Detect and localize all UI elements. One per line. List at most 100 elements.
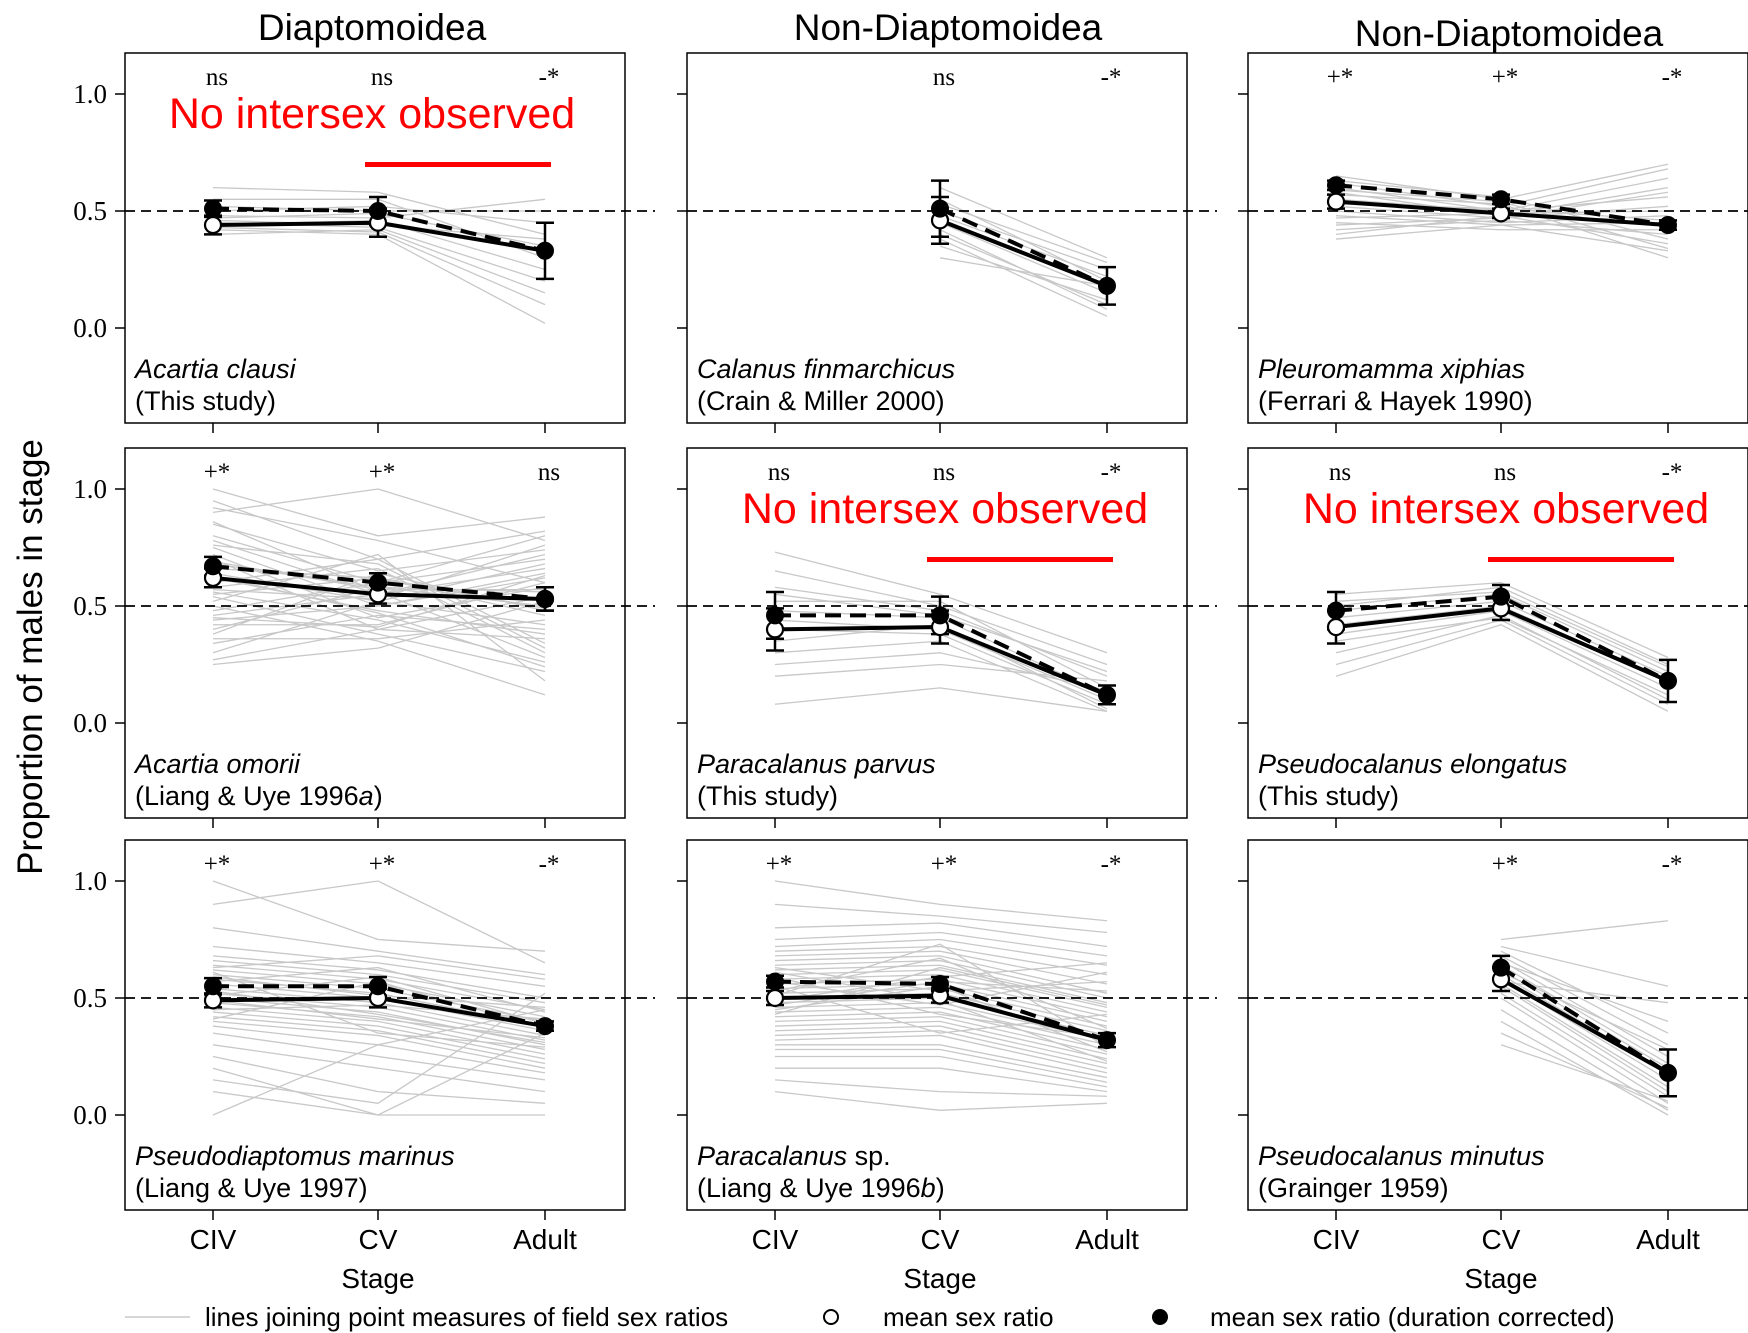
y-tick-label: 1.0 xyxy=(73,866,107,896)
reference-text: (Crain & Miller 2000) xyxy=(697,386,945,416)
x-tick-label: CIV xyxy=(752,1224,799,1255)
no-intersex-bar xyxy=(365,162,551,167)
field-line xyxy=(774,1079,1108,1097)
x-axis-title: Stage xyxy=(903,1263,976,1294)
field-line xyxy=(1335,224,1669,252)
reference-text: (This study) xyxy=(135,386,276,416)
significance-label: +* xyxy=(369,851,396,878)
corrected-point xyxy=(1492,958,1510,977)
field-line xyxy=(1500,964,1669,1065)
x-tick-label: Adult xyxy=(1075,1224,1139,1255)
field-line xyxy=(212,553,546,682)
field-line xyxy=(212,488,546,542)
panel-1: ns -* Calanus finmarchicus(Crain & Miller … xyxy=(677,52,1217,433)
species-name: Paracalanus sp. xyxy=(697,1141,891,1171)
field-line xyxy=(1335,617,1669,696)
field-line xyxy=(212,523,546,572)
field-line xyxy=(774,931,1108,957)
field-line xyxy=(774,945,1108,976)
reference-citation: (Crain & Miller 2000) xyxy=(697,386,945,416)
field-line xyxy=(1500,1009,1669,1111)
corrected-point xyxy=(931,974,949,993)
field-line xyxy=(774,1090,1108,1111)
x-tick-label: CV xyxy=(921,1224,960,1255)
corrected-point xyxy=(536,241,554,260)
significance-label: ns xyxy=(933,459,955,486)
field-line xyxy=(212,1055,546,1104)
corrected-point xyxy=(1659,1063,1677,1082)
corrected-point xyxy=(369,202,387,220)
significance-label: +* xyxy=(204,851,231,878)
significance-label: ns xyxy=(1494,459,1516,486)
field-line xyxy=(774,959,1108,999)
field-line xyxy=(212,880,546,952)
field-line xyxy=(774,1006,1108,1046)
y-axis-label: Proportion of males in stage xyxy=(11,439,50,875)
significance-label: ns xyxy=(371,64,393,91)
corrected-point xyxy=(931,199,949,218)
x-tick-label: CV xyxy=(1482,1224,1521,1255)
reference-text: (Liang & Uye 1996 xyxy=(697,1173,921,1203)
significance-label: -* xyxy=(539,64,560,91)
field-line xyxy=(774,964,1108,1004)
field-line xyxy=(939,238,1108,317)
species-name: Acartia omorii xyxy=(133,749,301,779)
y-tick-label: 0.0 xyxy=(73,313,107,343)
field-line xyxy=(212,999,546,1039)
species-italic: Acartia clausi xyxy=(133,354,297,384)
field-line xyxy=(774,687,1108,712)
field-line xyxy=(212,971,546,1048)
mean-point xyxy=(765,988,785,1008)
field-line xyxy=(774,973,1108,1013)
y-tick-label: 0.5 xyxy=(73,591,107,621)
significance-label: -* xyxy=(1662,851,1683,878)
significance-label: +* xyxy=(766,851,793,878)
field-line xyxy=(774,1025,1108,1065)
field-line xyxy=(774,551,1108,654)
corrected-point xyxy=(536,589,554,608)
field-line xyxy=(775,1044,1108,1079)
significance-label: ns xyxy=(1329,459,1351,486)
significance-label: +* xyxy=(204,459,231,486)
legend: lines joining point measures of field se… xyxy=(125,1302,1615,1332)
field-line xyxy=(774,1034,1108,1074)
field-line xyxy=(774,950,1108,985)
field-line xyxy=(1500,959,1669,1058)
panel-frame xyxy=(124,447,626,819)
field-line xyxy=(774,969,1108,1008)
y-tick-label: 1.0 xyxy=(73,474,107,504)
field-line xyxy=(212,1011,546,1060)
corrected-point xyxy=(1659,671,1677,690)
field-line xyxy=(774,922,1108,948)
corrected-point xyxy=(369,977,387,996)
reference-close: ) xyxy=(936,1173,945,1203)
legend-corrected-marker xyxy=(1152,1309,1168,1325)
reference-citation: (Liang & Uye 1997) xyxy=(135,1173,368,1203)
field-line xyxy=(212,186,546,236)
x-tick-label: CIV xyxy=(190,1224,237,1255)
field-line xyxy=(213,619,546,640)
field-line xyxy=(774,955,1108,994)
reference-text: (This study) xyxy=(697,781,838,811)
corrected-point xyxy=(766,972,784,991)
field-line xyxy=(212,992,546,1104)
corrected-point xyxy=(766,606,784,625)
column-title: Non-Diaptomoidea xyxy=(1355,13,1664,54)
corrected-point xyxy=(369,573,387,592)
field-line xyxy=(212,966,546,1013)
reference-text: (Liang & Uye 1997) xyxy=(135,1173,368,1203)
corrected-point xyxy=(1098,1031,1116,1050)
field-line xyxy=(1335,581,1669,659)
corrected-point xyxy=(1098,276,1116,295)
species-name: Paracalanus parvus xyxy=(697,749,936,779)
reference-citation: (Ferrari & Hayek 1990) xyxy=(1258,386,1533,416)
field-line xyxy=(774,880,1108,922)
species-suffix: sp. xyxy=(847,1141,891,1171)
legend-mean-marker xyxy=(823,1309,839,1325)
significance-label: -* xyxy=(1101,851,1122,878)
species-italic: Pseudocalanus elongatus xyxy=(1258,749,1567,779)
significance-label: +* xyxy=(931,851,958,878)
mean-point xyxy=(1326,617,1346,637)
field-line xyxy=(212,1032,546,1081)
